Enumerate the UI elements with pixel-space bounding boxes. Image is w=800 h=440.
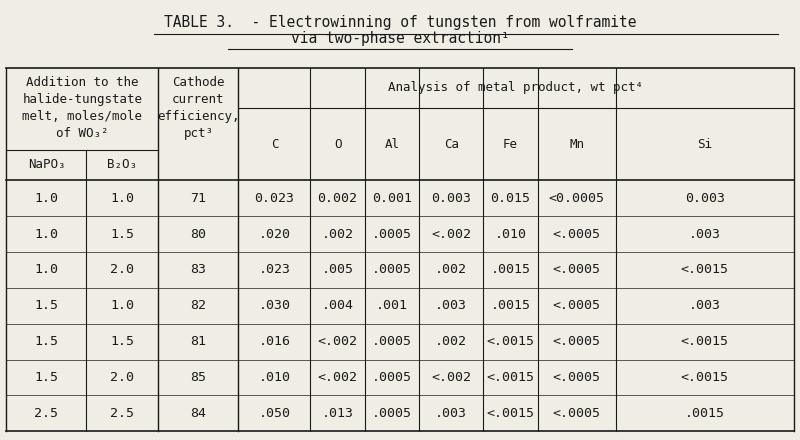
Text: Addition to the: Addition to the [26, 76, 138, 89]
Text: <.002: <.002 [431, 227, 471, 241]
Text: C: C [270, 138, 278, 150]
Text: efficiency,: efficiency, [157, 110, 240, 123]
Text: 1.5: 1.5 [34, 371, 58, 384]
Text: .0005: .0005 [372, 335, 412, 348]
Text: .016: .016 [258, 335, 290, 348]
Text: .0005: .0005 [372, 407, 412, 420]
Text: .013: .013 [322, 407, 354, 420]
Text: <.002: <.002 [318, 335, 358, 348]
Text: .010: .010 [258, 371, 290, 384]
Text: 2.5: 2.5 [110, 407, 134, 420]
Text: 0.023: 0.023 [254, 192, 294, 205]
Text: Mn: Mn [570, 138, 584, 150]
Text: <.0015: <.0015 [681, 264, 729, 276]
Text: 85: 85 [190, 371, 206, 384]
Text: <.0015: <.0015 [681, 335, 729, 348]
Text: NaPO₃: NaPO₃ [28, 158, 65, 172]
Text: .020: .020 [258, 227, 290, 241]
Text: <.0005: <.0005 [553, 335, 601, 348]
Text: .003: .003 [689, 227, 721, 241]
Text: <.0005: <.0005 [553, 227, 601, 241]
Text: .010: .010 [494, 227, 526, 241]
Text: 1.5: 1.5 [110, 335, 134, 348]
Text: 81: 81 [190, 335, 206, 348]
Text: 2.5: 2.5 [34, 407, 58, 420]
Text: .003: .003 [435, 299, 467, 312]
Text: 0.001: 0.001 [372, 192, 412, 205]
Text: halide-tungstate: halide-tungstate [22, 93, 142, 106]
Text: 2.0: 2.0 [110, 371, 134, 384]
Text: .002: .002 [322, 227, 354, 241]
Text: .023: .023 [258, 264, 290, 276]
Text: 1.0: 1.0 [34, 227, 58, 241]
Text: 1.0: 1.0 [110, 192, 134, 205]
Text: .002: .002 [435, 335, 467, 348]
Text: Analysis of metal product, wt pct⁴: Analysis of metal product, wt pct⁴ [389, 81, 643, 95]
Text: of WO₃²: of WO₃² [56, 127, 109, 140]
Text: 84: 84 [190, 407, 206, 420]
Text: 82: 82 [190, 299, 206, 312]
Text: .003: .003 [435, 407, 467, 420]
Text: 1.5: 1.5 [110, 227, 134, 241]
Text: .005: .005 [322, 264, 354, 276]
Text: B₂O₃: B₂O₃ [107, 158, 138, 172]
Text: <.0015: <.0015 [486, 335, 534, 348]
Text: 1.0: 1.0 [34, 192, 58, 205]
Text: 0.015: 0.015 [490, 192, 530, 205]
Text: .001: .001 [376, 299, 408, 312]
Text: Al: Al [385, 138, 399, 150]
Text: <.0005: <.0005 [553, 407, 601, 420]
Text: TABLE 3.  - Electrowinning of tungsten from wolframite: TABLE 3. - Electrowinning of tungsten fr… [164, 15, 636, 30]
Text: Ca: Ca [444, 138, 458, 150]
Text: 1.0: 1.0 [110, 299, 134, 312]
Text: 2.0: 2.0 [110, 264, 134, 276]
Text: .0015: .0015 [685, 407, 725, 420]
Text: <.0005: <.0005 [553, 299, 601, 312]
Text: 1.5: 1.5 [34, 299, 58, 312]
Text: 1.5: 1.5 [34, 335, 58, 348]
Text: .002: .002 [435, 264, 467, 276]
Text: .0015: .0015 [490, 299, 530, 312]
Text: <.002: <.002 [318, 371, 358, 384]
Text: Si: Si [698, 138, 712, 150]
Text: Cathode: Cathode [172, 76, 225, 89]
Text: .0005: .0005 [372, 264, 412, 276]
Text: 1.0: 1.0 [34, 264, 58, 276]
Text: 83: 83 [190, 264, 206, 276]
Text: <.0015: <.0015 [486, 407, 534, 420]
Text: 0.003: 0.003 [431, 192, 471, 205]
Text: pct³: pct³ [183, 127, 214, 140]
Text: .0005: .0005 [372, 371, 412, 384]
Text: <0.0005: <0.0005 [549, 192, 605, 205]
Text: 0.002: 0.002 [318, 192, 358, 205]
Text: <.002: <.002 [431, 371, 471, 384]
Text: .004: .004 [322, 299, 354, 312]
Text: <.0015: <.0015 [486, 371, 534, 384]
Text: current: current [172, 93, 225, 106]
Text: .003: .003 [689, 299, 721, 312]
Text: .050: .050 [258, 407, 290, 420]
Text: via two-phase extraction¹: via two-phase extraction¹ [290, 31, 510, 46]
Text: <.0005: <.0005 [553, 371, 601, 384]
Text: .0005: .0005 [372, 227, 412, 241]
Text: <.0005: <.0005 [553, 264, 601, 276]
Text: Fe: Fe [503, 138, 518, 150]
Text: .0015: .0015 [490, 264, 530, 276]
Text: 0.003: 0.003 [685, 192, 725, 205]
Text: 80: 80 [190, 227, 206, 241]
Text: 71: 71 [190, 192, 206, 205]
Text: O: O [334, 138, 342, 150]
Text: melt, moles/mole: melt, moles/mole [22, 110, 142, 123]
Text: <.0015: <.0015 [681, 371, 729, 384]
Text: .030: .030 [258, 299, 290, 312]
